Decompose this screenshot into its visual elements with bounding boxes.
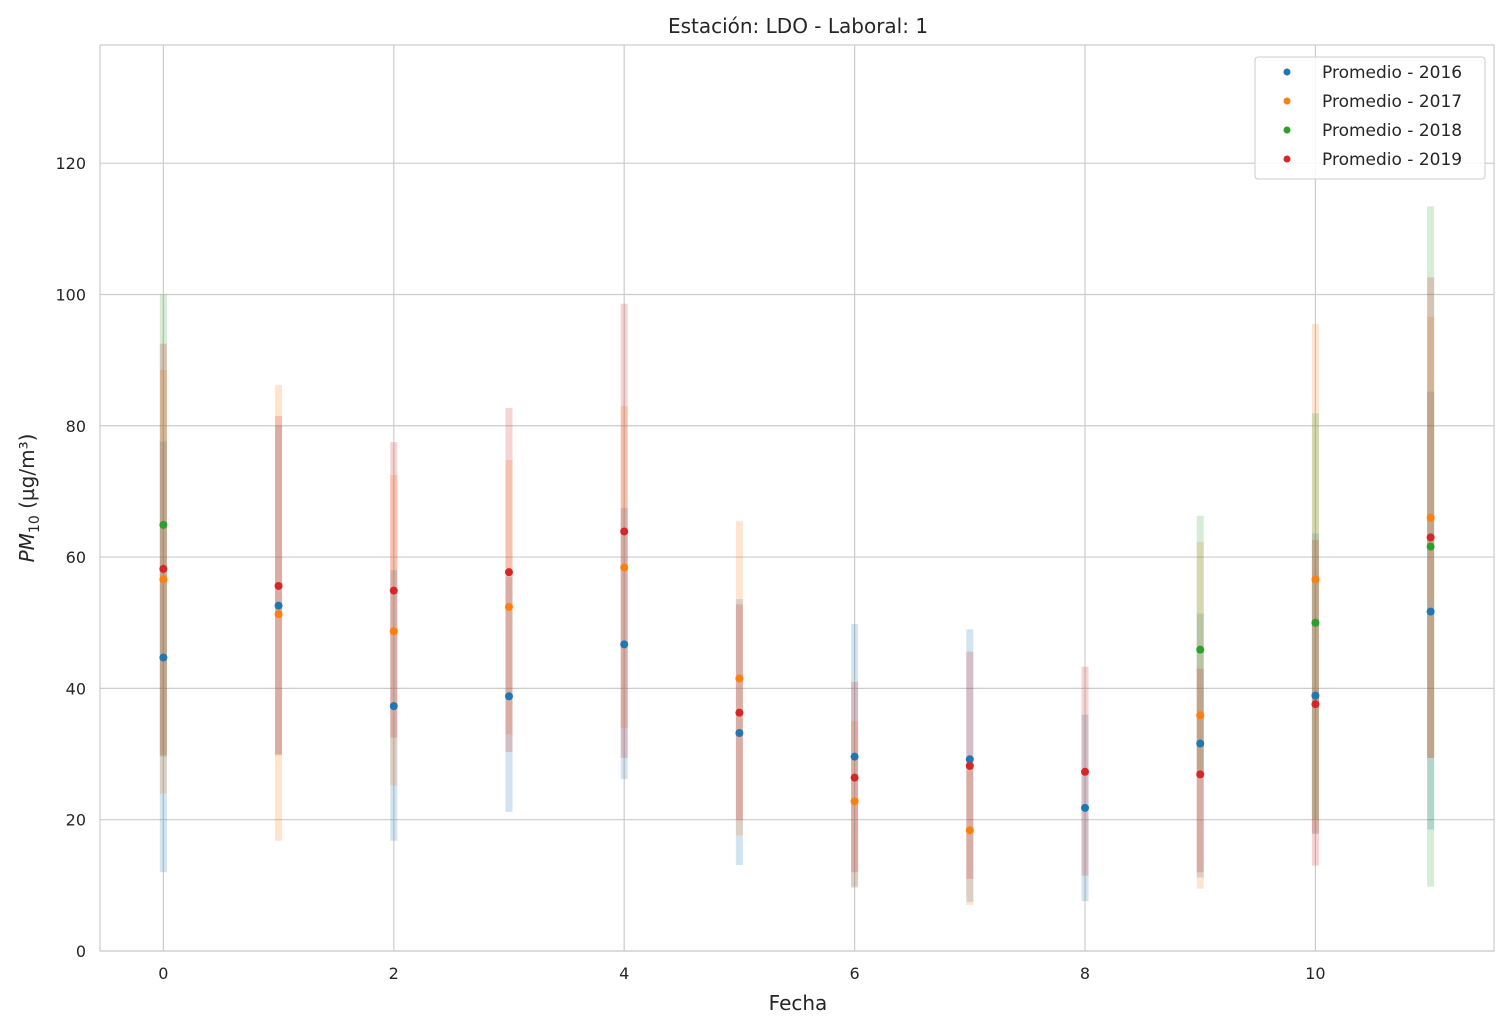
data-point-series-0 [1311, 691, 1320, 700]
data-point-series-0 [850, 752, 859, 761]
x-tick-label: 4 [619, 964, 629, 983]
data-point-series-2 [1311, 618, 1320, 627]
legend-label: Promedio - 2018 [1322, 121, 1462, 141]
legend-marker [1283, 155, 1291, 163]
chart-title: Estación: LDO - Laboral: 1 [668, 14, 928, 38]
data-point-series-3 [735, 708, 744, 717]
y-axis-label-unit: (µg/m³) [15, 434, 39, 516]
legend: Promedio - 2016 Promedio - 2017 Promedio -… [1254, 56, 1486, 180]
data-point-series-1 [1311, 575, 1320, 584]
data-point-series-0 [159, 653, 168, 662]
data-point-series-1 [159, 575, 168, 584]
data-point-series-1 [1426, 513, 1435, 522]
data-point-series-0 [389, 702, 398, 711]
data-point-series-1 [389, 627, 398, 636]
x-tick-label: 6 [850, 964, 860, 983]
x-axis-label: Fecha [769, 991, 828, 1015]
y-tick-label: 20 [66, 811, 86, 830]
data-point-series-1 [620, 563, 629, 572]
grid-lines [100, 45, 1494, 952]
data-point-series-0 [1426, 607, 1435, 616]
range-band-series-3 [159, 343, 167, 756]
range-band-series-1 [966, 763, 974, 906]
x-tick-label: 8 [1080, 964, 1090, 983]
y-axis-label-main: PM [15, 533, 39, 562]
y-tick-label: 100 [55, 285, 86, 304]
range-band-series-2 [1311, 413, 1319, 820]
data-point-series-0 [274, 601, 283, 610]
data-point-series-3 [1081, 767, 1090, 776]
data-point-series-1 [504, 602, 513, 611]
range-band-series-1 [505, 459, 513, 735]
data-point-series-3 [1196, 770, 1205, 779]
y-tick-label: 0 [76, 942, 86, 961]
legend-marker [1283, 68, 1291, 76]
range-band-series-3 [505, 408, 513, 753]
data-point-series-0 [620, 640, 629, 649]
legend-label: Promedio - 2016 [1322, 63, 1462, 83]
y-tick-label: 80 [66, 417, 86, 436]
data-point-series-3 [274, 581, 283, 590]
data-point-series-3 [389, 586, 398, 595]
data-point-series-0 [1196, 739, 1205, 748]
data-point-series-3 [1311, 700, 1320, 709]
data-point-series-1 [274, 610, 283, 619]
legend-marker [1283, 97, 1291, 105]
data-point-series-0 [965, 755, 974, 764]
data-point-series-0 [1081, 803, 1090, 812]
x-tick-label: 2 [389, 964, 399, 983]
data-point-series-3 [504, 568, 513, 577]
y-tick-label: 40 [66, 679, 86, 698]
y-axis-label-subscript: 10 [27, 515, 43, 533]
data-point-series-2 [1426, 542, 1435, 551]
y-axis-label: PM10 (µg/m³) [15, 434, 43, 563]
data-point-series-3 [965, 761, 974, 770]
data-point-series-3 [1426, 533, 1435, 542]
y-tick-label: 120 [55, 154, 86, 173]
data-point-series-0 [735, 729, 744, 738]
data-point-series-1 [850, 797, 859, 806]
legend-box [1254, 56, 1486, 180]
mean-points [159, 513, 1435, 835]
data-point-series-3 [620, 527, 629, 536]
x-tick-label: 0 [158, 964, 168, 983]
data-point-series-2 [159, 520, 168, 529]
legend-label: Promedio - 2019 [1322, 150, 1462, 170]
y-tick-label: 60 [66, 548, 86, 567]
legend-marker [1283, 126, 1291, 134]
range-band-series-0 [1311, 533, 1319, 835]
data-point-series-1 [735, 674, 744, 683]
data-point-series-1 [965, 826, 974, 835]
data-point-series-2 [1196, 645, 1205, 654]
x-tick-label: 10 [1305, 964, 1325, 983]
data-point-series-0 [504, 692, 513, 701]
range-bands [159, 206, 1435, 906]
plot-frame [99, 44, 1495, 952]
data-point-series-1 [1196, 711, 1205, 720]
data-point-series-3 [159, 564, 168, 573]
data-point-series-3 [850, 773, 859, 782]
legend-label: Promedio - 2017 [1322, 92, 1462, 112]
